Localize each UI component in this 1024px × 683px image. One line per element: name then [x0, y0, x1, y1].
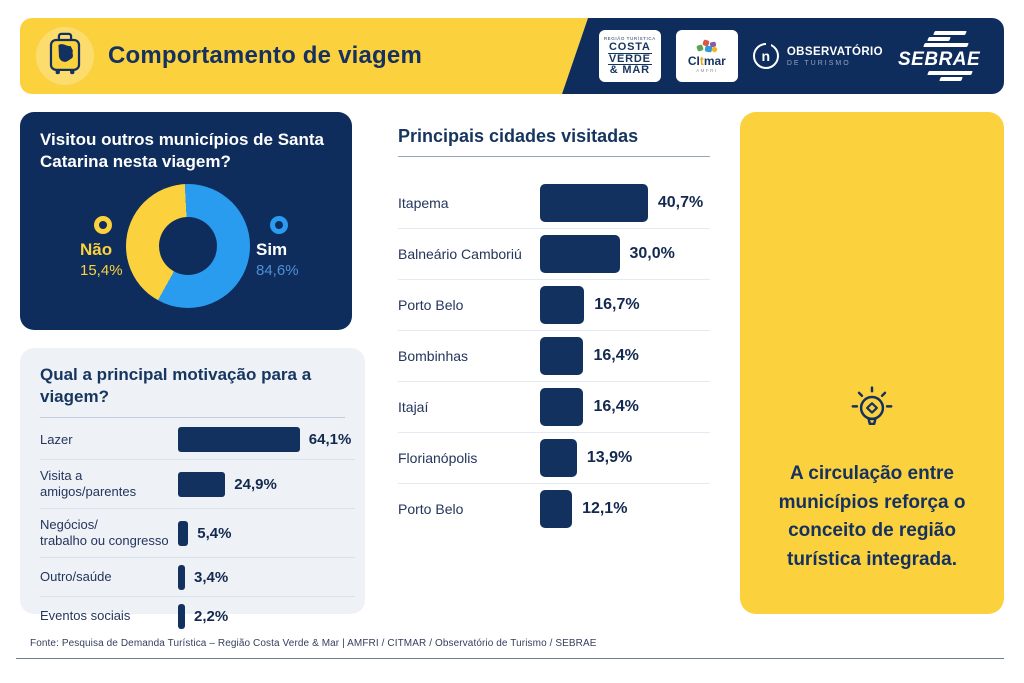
bar-label: Porto Belo	[398, 297, 464, 313]
bar-row: Florianópolis 13,9%	[398, 432, 710, 483]
motivation-chart-title: Qual a principal motivação para a viagem…	[40, 365, 312, 407]
bar-label: Balneário Camboriú	[398, 246, 522, 262]
observatorio-line1: OBSERVATÓRIO	[786, 45, 883, 58]
bar-value: 13,9%	[586, 449, 633, 466]
bar-row: Outro/saúde 3,4%	[40, 557, 355, 596]
bar-label: Negócios/ trabalho ou congresso	[40, 516, 169, 549]
motivation-chart-card: Qual a principal motivação para a viagem…	[20, 348, 365, 629]
footer-source: Fonte: Pesquisa de Demanda Turística – R…	[30, 638, 597, 649]
bar-row: Itajaí 16,4%	[398, 381, 710, 432]
bar-row: Eventos sociais 2,2%	[40, 596, 355, 635]
donut-chart-card: Visitou outros municípios de Santa Catar…	[20, 112, 352, 330]
bar-label: Visita a amigos/parentes	[40, 467, 137, 500]
bar	[178, 603, 185, 629]
bar-value: 12,1%	[582, 500, 628, 517]
bar-label: Bombinhas	[398, 348, 469, 364]
bar	[178, 564, 185, 590]
bar-label: Florianópolis	[398, 450, 478, 466]
legend-nao: Não 15,4%	[80, 216, 123, 279]
bar	[540, 337, 584, 375]
bar	[178, 427, 300, 453]
sebrae-stripe	[933, 31, 967, 35]
cities-chart-section: Principais cidades visitadas Itapema 40,…	[398, 126, 710, 534]
bar-row: Negócios/ trabalho ou congresso 5,4%	[40, 508, 355, 557]
bar-value: 5,4%	[197, 524, 232, 542]
donut-chart-title: Visitou outros municípios de Santa Catar…	[40, 130, 325, 172]
suitcase-icon	[46, 32, 84, 80]
bar	[540, 439, 577, 477]
title-underline	[398, 156, 710, 157]
sebrae-stripe	[927, 71, 973, 75]
logo-costa-line1: COSTA	[607, 41, 652, 54]
legend-label-nao: Não	[80, 240, 113, 259]
sebrae-stripe	[927, 37, 951, 41]
bar-row: Porto Belo 16,7%	[398, 279, 710, 330]
footer-divider	[16, 658, 1004, 659]
cities-chart-title: Principais cidades visitadas	[398, 126, 639, 146]
donut-chart	[126, 184, 250, 308]
observatorio-icon: n	[752, 41, 779, 69]
legend-label-sim: Sim	[256, 240, 288, 259]
sebrae-name: SEBRAE	[898, 49, 981, 70]
bar-value: 30,0%	[629, 245, 675, 262]
logo-costa-tagline: REGIÃO TURÍSTICA	[603, 36, 656, 42]
bar-label: Itapema	[398, 194, 449, 211]
bar	[178, 471, 226, 497]
bar	[178, 520, 189, 546]
observatorio-line2: DE TURISMO	[786, 59, 851, 67]
bar	[540, 183, 648, 222]
bar-value: 24,9%	[234, 475, 277, 493]
legend-sim: Sim 84,6%	[256, 216, 299, 279]
legend-value-nao: 15,4%	[80, 262, 123, 279]
bar-label: Outro/saúde	[40, 569, 112, 585]
bar-value: 16,7%	[594, 296, 640, 313]
citmar-name: CItmar	[687, 53, 726, 68]
logo-costa-line2: VERDE	[607, 52, 652, 66]
bar-row: Itapema 40,7%	[398, 177, 710, 228]
legend-ring-nao	[94, 216, 112, 234]
bar-value: 16,4%	[593, 398, 639, 415]
logo-costa-verde-mar: REGIÃO TURÍSTICA COSTA VERDE & MAR	[598, 30, 661, 82]
citmar-mosaic-icon	[695, 38, 719, 54]
citmar-subtitle: AMFRI	[696, 67, 718, 73]
bar	[540, 388, 584, 426]
bar-row: Porto Belo 12,1%	[398, 483, 710, 534]
page-title: Comportamento de viagem	[108, 42, 422, 69]
bar-label: Itajaí	[398, 399, 429, 415]
bar-row: Balneário Camboriú 30,0%	[398, 228, 710, 279]
logo-sebrae: SEBRAE	[898, 30, 984, 82]
bar-row: Visita a amigos/parentes 24,9%	[40, 459, 355, 508]
legend-ring-sim	[270, 216, 288, 234]
bar-label: Eventos sociais	[40, 608, 131, 624]
sebrae-stripe	[939, 77, 963, 81]
bar-row: Bombinhas 16,4%	[398, 330, 710, 381]
logo-observatorio: n OBSERVATÓRIO DE TURISMO	[752, 41, 883, 69]
logo-costa-line3: & MAR	[609, 64, 650, 77]
bar-label: Porto Belo	[398, 501, 464, 517]
bar-value: 64,1%	[308, 431, 352, 449]
bar	[540, 490, 573, 528]
bar-value: 3,4%	[194, 568, 229, 586]
title-underline	[40, 417, 345, 419]
highlight-text: A circulação entre municípios reforça o …	[778, 463, 966, 570]
sebrae-stripe	[923, 43, 969, 47]
bar-value: 2,2%	[194, 607, 229, 625]
header-banner: Comportamento de viagem	[20, 18, 588, 94]
header-icon-circle	[36, 27, 94, 85]
bar-label: Lazer	[40, 431, 73, 447]
bar	[540, 235, 620, 273]
bar-value: 40,7%	[657, 193, 704, 211]
header-logos-panel: REGIÃO TURÍSTICA COSTA VERDE & MAR CItma…	[562, 18, 1004, 94]
bar-value: 16,4%	[593, 347, 639, 364]
bar	[540, 286, 585, 324]
legend-value-sim: 84,6%	[256, 262, 299, 279]
lightbulb-icon	[845, 383, 899, 442]
logo-citmar: CItmar AMFRI	[675, 30, 738, 82]
bar-row: Lazer 64,1%	[40, 420, 355, 459]
highlight-card: A circulação entre municípios reforça o …	[740, 112, 1004, 614]
